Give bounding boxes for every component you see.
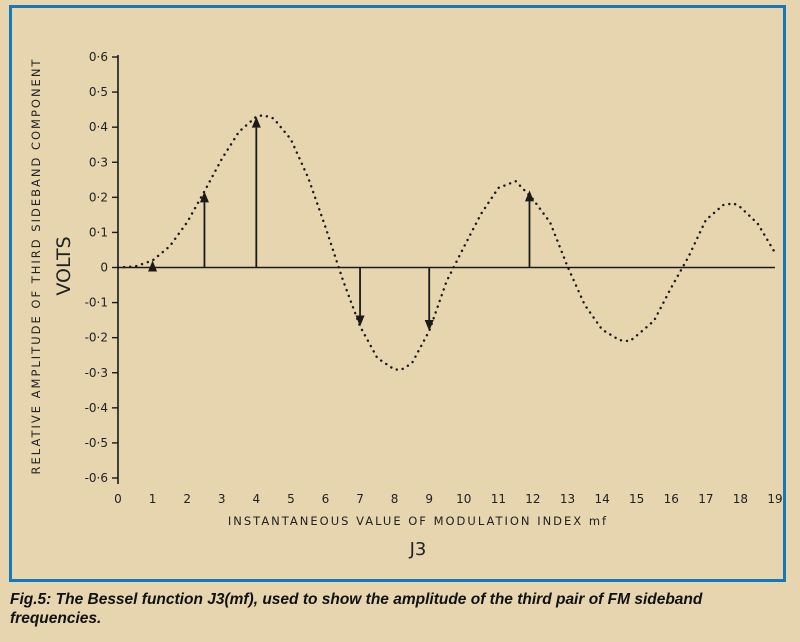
x-tick-label: 9	[425, 492, 433, 506]
y-tick-label: 0	[100, 261, 108, 275]
figure-frame	[9, 5, 786, 582]
y-tick-label: -0·4	[85, 401, 108, 415]
arrow-head	[424, 320, 434, 332]
y-tick-label: -0·3	[85, 366, 108, 380]
y-tick-label: -0·5	[85, 436, 108, 450]
y-tick-label: 0·4	[89, 120, 108, 134]
x-tick-label: 16	[664, 492, 679, 506]
y-ticks: 0·6 0·5 0·4 0·3 0·2 0·1 0 -0·1 -0·2 -0·3 -0·4 -0·5 -…	[85, 50, 118, 485]
series-line	[116, 113, 777, 371]
x-tick-label: 18	[733, 492, 748, 506]
x-tick-label: 6	[322, 492, 330, 506]
y-tick-label: 0·6	[89, 50, 108, 64]
arrow-head	[251, 116, 261, 128]
x-tick-label: 5	[287, 492, 295, 506]
y-tick-label: 0·5	[89, 85, 108, 99]
x-tick-label: 1	[149, 492, 157, 506]
x-tick-label: 10	[456, 492, 471, 506]
x-tick-label: 19	[767, 492, 782, 506]
y-unit-label: VOLTS	[53, 236, 75, 295]
bessel-chart: 0·6 0·5 0·4 0·3 0·2 0·1 0 -0·1 -0·2 -0·3 -0·4 -0·5 -…	[29, 50, 783, 560]
x-tick-label: 11	[491, 492, 506, 506]
y-tick-label: 0·3	[89, 155, 108, 169]
y-tick-label: 0·1	[89, 225, 108, 239]
y-tick-label: -0·1	[85, 296, 108, 310]
y-tick-label: -0·2	[85, 331, 108, 345]
x-axis-title: INSTANTANEOUS VALUE OF MODULATION INDEX …	[228, 514, 608, 528]
figure-caption: Fig.5: The Bessel function J3(mf), used …	[10, 591, 703, 627]
x-tick-label: 0	[114, 492, 122, 506]
arrow-head	[199, 191, 209, 203]
chart-axes	[117, 55, 775, 484]
sideband-arrows	[148, 116, 534, 332]
y-axis-title: RELATIVE AMPLITUDE OF THIRD SIDEBAND COM…	[29, 58, 43, 475]
data-curve	[116, 113, 777, 371]
x-tick-label: 12	[525, 492, 540, 506]
x-tick-label: 17	[698, 492, 713, 506]
x-tick-label: 2	[183, 492, 191, 506]
x-tick-label: 3	[218, 492, 226, 506]
function-label: J3	[409, 539, 427, 560]
x-tick-label: 4	[252, 492, 260, 506]
arrow-head	[355, 315, 365, 327]
y-tick-label: -0·6	[85, 471, 108, 485]
arrow-head	[524, 190, 534, 202]
x-tick-label: 15	[629, 492, 644, 506]
y-tick-label: 0·2	[89, 190, 108, 204]
x-tick-label: 14	[594, 492, 609, 506]
x-tick-label: 8	[391, 492, 399, 506]
x-tick-label: 13	[560, 492, 575, 506]
x-tick-label: 7	[356, 492, 364, 506]
x-ticks: 0 1 2 3 4 5 6 7 8 9 10 11 12 13 14 15 16 17 18 19	[114, 492, 782, 506]
arrow-head	[148, 260, 158, 272]
